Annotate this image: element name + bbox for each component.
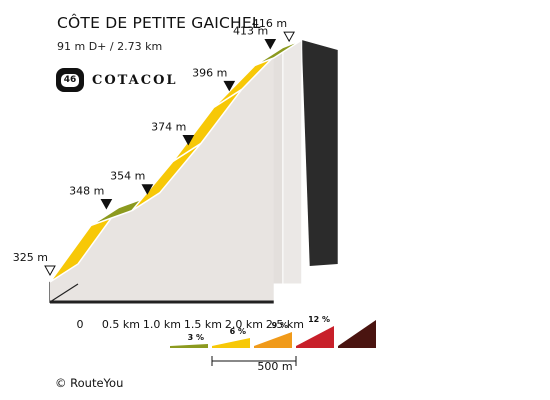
- elevation-label: 396 m: [192, 66, 227, 79]
- legend-label: 3 %: [188, 333, 204, 342]
- chart-title: CÔTE DE PETITE GAICHEL: [57, 14, 261, 32]
- profile-gradient-band: [49, 39, 303, 283]
- elevation-marker-icon: [100, 198, 113, 210]
- legend-swatch: [338, 320, 376, 348]
- chart-subtitle: 91 m D+ / 2.73 km: [57, 40, 163, 53]
- elevation-marker-icon: [264, 38, 277, 50]
- legend-swatch: [296, 326, 334, 348]
- gradient-segment: [254, 39, 303, 67]
- scale-label: 500 m: [257, 360, 292, 373]
- elevation-label: 416 m: [252, 17, 287, 30]
- x-tick-label: 0.5 km: [102, 318, 140, 331]
- cotacol-logo: 46 COTACOL: [56, 68, 178, 92]
- elevation-label: 413 m: [233, 24, 268, 37]
- elevation-label: 325 m: [13, 251, 48, 264]
- elevation-label: 354 m: [110, 170, 145, 183]
- endpoint-marker-icon: [283, 31, 295, 43]
- x-tick-label: 0: [77, 318, 84, 331]
- legend-label: 6 %: [230, 327, 246, 336]
- cotacol-badge-icon: 46: [56, 68, 84, 92]
- endpoint-marker-icon: [44, 265, 56, 277]
- elevation-label: 348 m: [69, 184, 104, 197]
- x-tick-label: 1.5 km: [184, 318, 222, 331]
- x-tick-label: 2.0 km: [225, 318, 263, 331]
- legend-label: 12 %: [308, 315, 330, 324]
- x-axis: 0 0.5 km 1.0 km 1.5 km 2.0 km 2.5 km: [77, 318, 304, 331]
- cotacol-wordmark: COTACOL: [92, 72, 178, 88]
- x-tick-label: 2.5 km: [266, 318, 304, 331]
- chart-header: CÔTE DE PETITE GAICHEL 91 m D+ / 2.73 km: [57, 14, 261, 53]
- elevation-marker-icon: [182, 134, 195, 146]
- cotacol-number: 46: [60, 73, 80, 87]
- profile-wall-segment: [282, 39, 303, 285]
- profile-base-rims: [49, 283, 274, 304]
- profile-base-edge: [49, 283, 79, 303]
- elevation-marker-icon: [141, 184, 154, 195]
- x-tick-label: 1.0 km: [143, 318, 181, 331]
- gradient-legend: 3 % 6 % 9 % 12 % 500 m: [170, 315, 376, 373]
- profile-end-wall: [301, 40, 338, 266]
- routeyou-credit: © RouteYou: [55, 376, 124, 390]
- legend-swatch: [212, 338, 250, 348]
- legend-swatch: [254, 332, 292, 348]
- legend-swatch: [170, 344, 208, 348]
- elevation-marker-icon: [223, 80, 236, 92]
- legend-label: 9 %: [272, 321, 288, 330]
- elevation-label: 374 m: [151, 120, 186, 133]
